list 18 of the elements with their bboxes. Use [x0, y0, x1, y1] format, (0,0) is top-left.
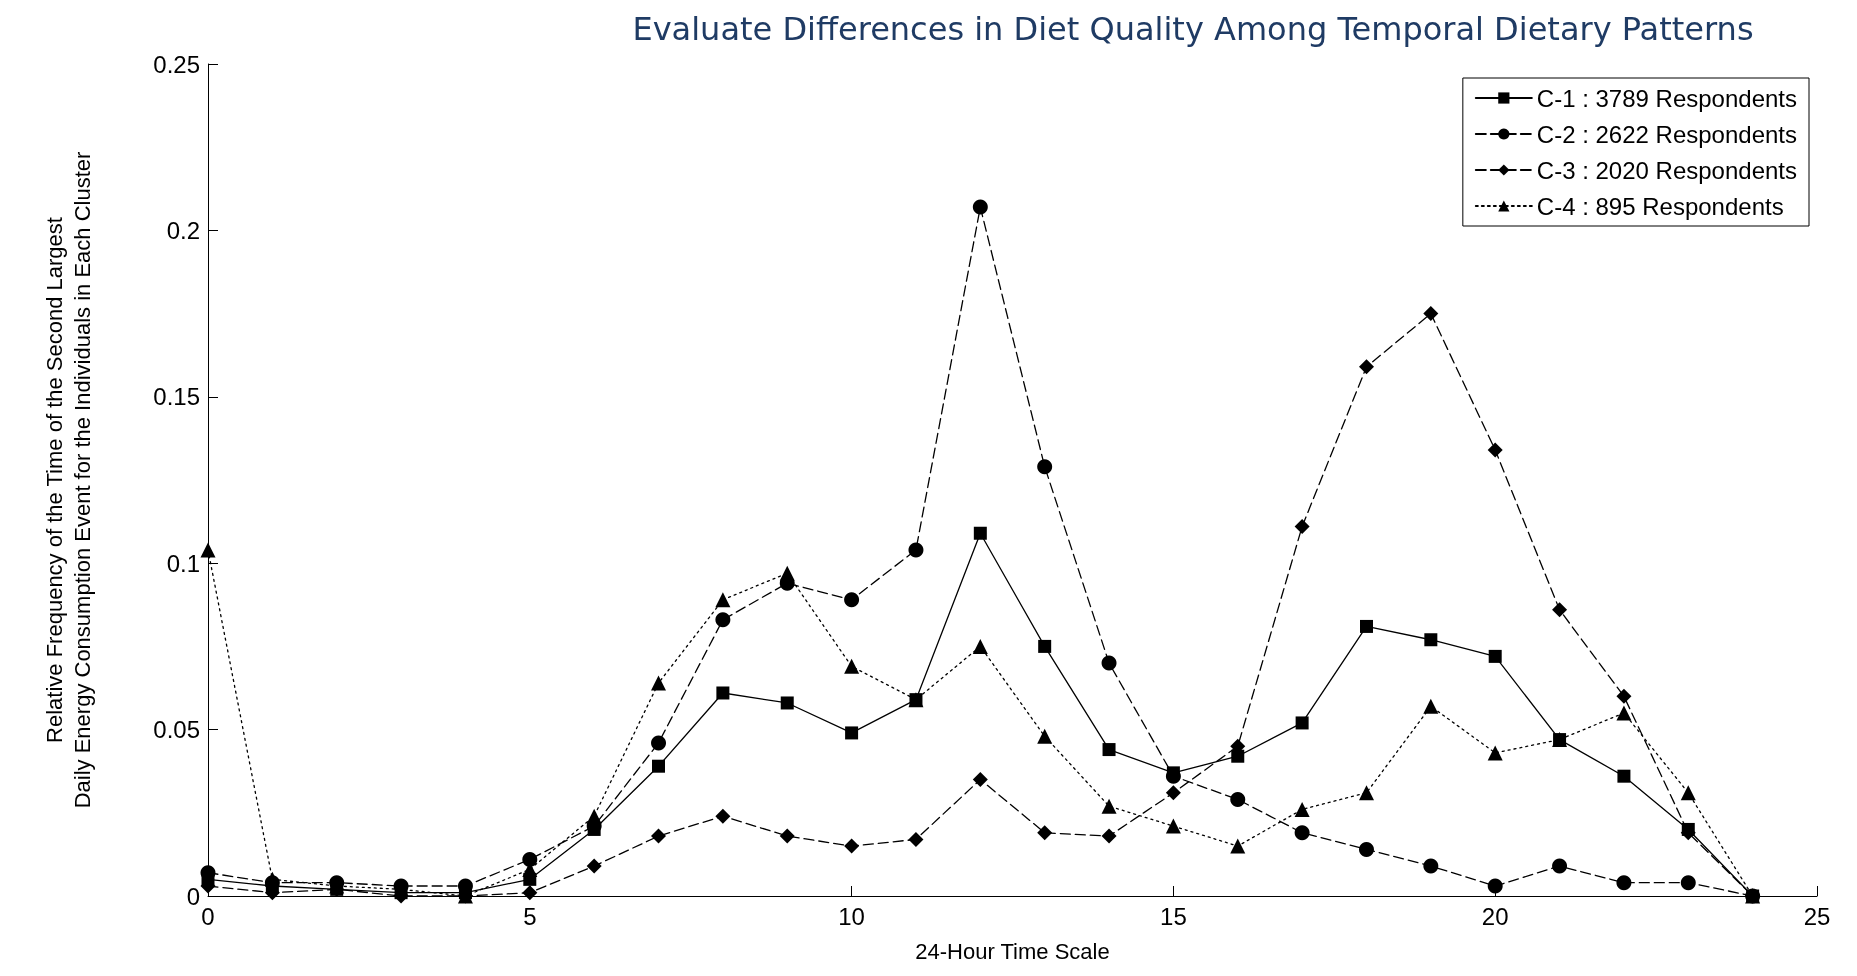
x-tick-label: 25: [1803, 902, 1831, 930]
legend-label: C-3 : 2020 Respondents: [1536, 156, 1797, 184]
x-tick-label: 10: [838, 902, 865, 930]
y-tick-label: 0: [186, 882, 200, 910]
chart-title: Evaluate Differences in Diet Quality Among Temporal Dietary Patterns: [632, 10, 1754, 48]
y-tick-label: 0.15: [153, 383, 200, 411]
y-tick-label: 0.05: [153, 716, 200, 744]
legend-label: C-4 : 895 Respondents: [1536, 192, 1784, 220]
legend-label: C-1 : 3789 Respondents: [1536, 84, 1797, 112]
legend-label: C-2 : 2622 Respondents: [1536, 120, 1797, 148]
y-tick-label: 0.25: [153, 50, 200, 78]
y-axis-title: Relative Frequency of the Time of the Second Largest Daily Energy Consumption Event for the Individuals in Each Cluster: [41, 151, 95, 809]
y-tick-label: 0.2: [166, 216, 200, 244]
x-tick-label: 15: [1160, 902, 1187, 930]
y-tick-label: 0.1: [166, 549, 200, 577]
x-tick-label: 20: [1481, 902, 1509, 930]
x-tick-label: 5: [523, 902, 537, 930]
x-axis-title: 24-Hour Time Scale: [915, 938, 1110, 964]
